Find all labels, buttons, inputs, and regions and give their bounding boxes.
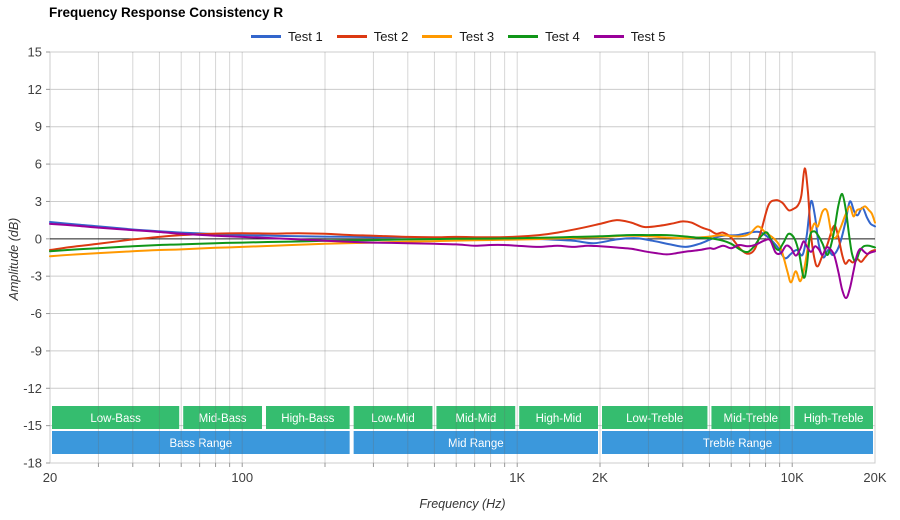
y-tick-label: 3 bbox=[35, 194, 42, 209]
x-tick-label: 2K bbox=[592, 470, 608, 485]
main-band-label: Mid Range bbox=[448, 438, 504, 450]
y-tick-label: 12 bbox=[28, 82, 42, 97]
sub-band bbox=[183, 406, 262, 429]
sub-band-label: Mid-Treble bbox=[724, 413, 779, 425]
series-test-5 bbox=[49, 222, 876, 299]
legend-item-test-2: Test 2 bbox=[336, 28, 409, 44]
x-axis-title: Frequency (Hz) bbox=[419, 497, 506, 511]
legend-swatch bbox=[508, 34, 539, 38]
main-band bbox=[52, 431, 350, 454]
legend-swatch bbox=[593, 34, 624, 38]
main-band-label: Bass Range bbox=[169, 438, 232, 450]
y-tick-label: -6 bbox=[30, 306, 42, 321]
x-tick-label: 10K bbox=[781, 470, 804, 485]
sub-band-label: High-Mid bbox=[536, 413, 582, 425]
main-band bbox=[602, 431, 873, 454]
sub-band bbox=[602, 406, 708, 429]
sub-band-label: Mid-Mid bbox=[455, 413, 496, 425]
x-tick-label: 1K bbox=[509, 470, 525, 485]
sub-band bbox=[794, 406, 873, 429]
sub-band bbox=[436, 406, 516, 429]
y-tick-label: -3 bbox=[30, 269, 42, 284]
series-test-3 bbox=[49, 205, 876, 284]
series-test-2 bbox=[49, 167, 876, 268]
sub-band-label: High-Bass bbox=[281, 413, 334, 425]
legend-swatch bbox=[422, 34, 453, 38]
sub-band bbox=[519, 406, 598, 429]
y-tick-label: -18 bbox=[23, 456, 42, 471]
legend-label: Test 2 bbox=[373, 28, 409, 44]
y-tick-label: 15 bbox=[28, 45, 42, 60]
legend-label: Test 3 bbox=[459, 28, 495, 44]
y-tick-label: 6 bbox=[35, 157, 42, 172]
main-band bbox=[353, 431, 598, 454]
main-band-label: Treble Range bbox=[703, 438, 772, 450]
legend-swatch bbox=[336, 34, 367, 38]
x-tick-label: 20 bbox=[43, 470, 57, 485]
legend-item-test-4: Test 4 bbox=[508, 29, 580, 44]
sub-band-label: Mid-Bass bbox=[199, 413, 247, 425]
legend-swatch bbox=[251, 34, 281, 38]
sub-band bbox=[52, 406, 180, 429]
chart-title: Frequency Response Consistency R bbox=[49, 5, 284, 20]
y-tick-label: -15 bbox=[23, 418, 42, 433]
legend-label: Test 5 bbox=[630, 28, 666, 44]
x-tick-label: 100 bbox=[231, 470, 253, 485]
y-tick-label: -12 bbox=[23, 381, 42, 396]
legend-item-test-3: Test 3 bbox=[422, 29, 494, 44]
sub-band bbox=[353, 406, 433, 429]
y-tick-label: -9 bbox=[30, 343, 42, 358]
x-tick-label: 20K bbox=[863, 470, 886, 485]
sub-band bbox=[265, 406, 350, 429]
sub-band-label: Low-Treble bbox=[626, 413, 683, 425]
legend-label: Test 4 bbox=[545, 28, 580, 44]
plot-border bbox=[49, 51, 876, 464]
sub-band bbox=[711, 406, 791, 429]
y-tick-label: 0 bbox=[35, 231, 42, 246]
legend: Test 1 Test 2 Test 3 Test 4 Test 5 bbox=[251, 27, 665, 45]
sub-band-label: High-Treble bbox=[804, 413, 864, 425]
legend-label: Test 1 bbox=[288, 28, 323, 44]
legend-item-test-1: Test 1 bbox=[251, 29, 323, 44]
y-axis-title: Amplitude (dB) bbox=[7, 217, 21, 301]
legend-item-test-5: Test 5 bbox=[593, 28, 666, 44]
sub-band-label: Low-Bass bbox=[90, 413, 141, 425]
sub-band-label: Low-Mid bbox=[371, 413, 414, 425]
y-tick-label: 9 bbox=[35, 119, 42, 134]
